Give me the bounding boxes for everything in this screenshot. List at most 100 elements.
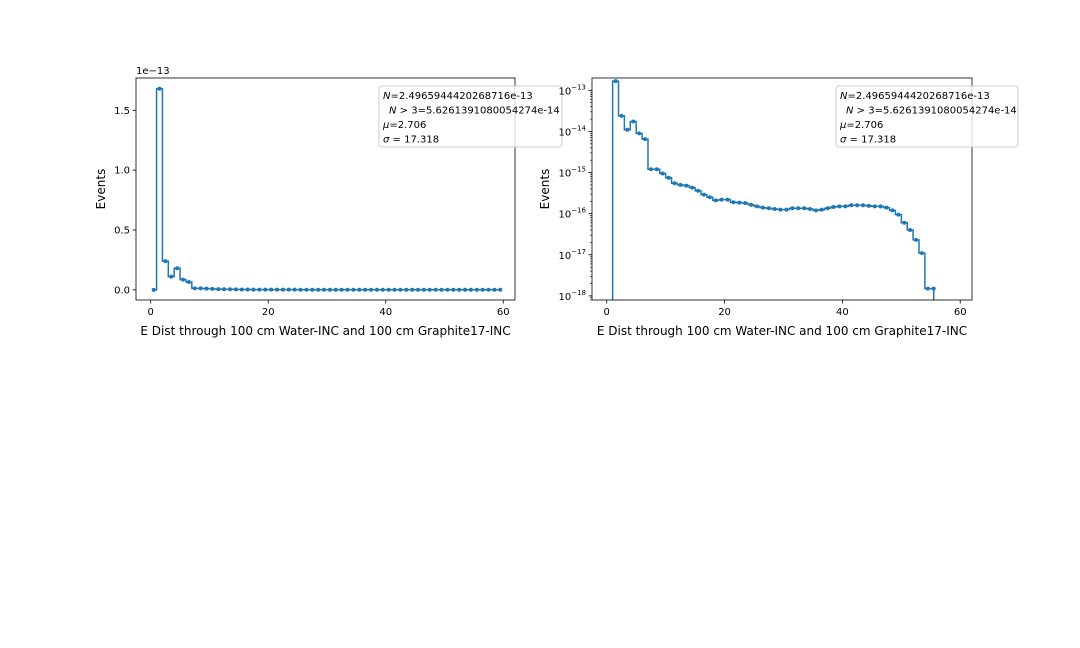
data-point (784, 207, 789, 212)
data-point (163, 259, 168, 264)
data-point (251, 287, 256, 292)
data-point (333, 287, 338, 292)
data-point (327, 287, 332, 292)
legend-box (378, 85, 563, 148)
data-point (696, 188, 701, 193)
data-point (902, 220, 907, 225)
y-tick-label: 1.0 (114, 166, 130, 177)
y-tick-exponent: −16 (571, 207, 586, 215)
data-point (896, 212, 901, 217)
data-point (631, 119, 636, 124)
y-tick-base: 10 (558, 169, 571, 180)
data-point (245, 287, 250, 292)
x-tick-label: 20 (718, 307, 731, 318)
data-point (660, 171, 665, 176)
data-point (825, 206, 830, 211)
data-point (731, 200, 736, 205)
legend-symbol: μ (839, 120, 846, 131)
y-tick-exponent: −18 (571, 289, 586, 297)
y-tick-label: 10−15 (558, 166, 586, 180)
legend-symbol: σ (383, 135, 390, 146)
y-tick-base: 10 (558, 210, 571, 221)
data-point (298, 287, 303, 292)
y-tick-label: 10−14 (558, 124, 586, 138)
legend-symbol: N (846, 106, 854, 117)
x-tick-label: 60 (954, 307, 967, 318)
data-point (613, 79, 618, 84)
linear-histogram-panel: 0 20 40 60 0.0 0.5 1.0 1.5 1e−13 E Dist through 1… (94, 66, 563, 338)
data-point (931, 286, 936, 291)
data-point (398, 287, 403, 292)
data-point (345, 287, 350, 292)
legend-entry: N=2.4965944420268716e-13 (840, 91, 990, 102)
data-point (169, 274, 174, 279)
data-point (304, 287, 309, 292)
y-tick-base: 10 (558, 86, 571, 97)
data-point (181, 277, 186, 282)
legend-entry: μ=2.706 (839, 120, 883, 131)
data-point (210, 286, 215, 291)
data-point (837, 204, 842, 209)
data-point (310, 287, 315, 292)
data-point (228, 287, 233, 292)
legend-value: = 17.318 (389, 135, 439, 146)
data-point (286, 287, 291, 292)
data-point (369, 287, 374, 292)
legend-value: > 3=5.6261391080054274e-14 (853, 106, 1016, 117)
y-tick-base: 10 (558, 251, 571, 262)
data-point (678, 182, 683, 187)
data-point (275, 287, 280, 292)
legend-value: > 3=5.6261391080054274e-14 (396, 106, 559, 117)
data-point (666, 175, 671, 180)
data-point (914, 237, 919, 242)
legend-value: =2.706 (846, 120, 883, 131)
data-point (468, 287, 473, 292)
x-tick-label: 0 (148, 307, 154, 318)
data-point (778, 207, 783, 212)
data-point (433, 287, 438, 292)
data-point (619, 113, 624, 118)
y-axis-label: Events (94, 169, 108, 210)
data-point (643, 137, 648, 142)
legend-symbol: N (389, 106, 397, 117)
legend: N=2.4965944420268716e-13N > 3=5.62613910… (378, 85, 563, 148)
data-point (772, 206, 777, 211)
legend-entry: N > 3=5.6261391080054274e-14 (389, 106, 560, 117)
data-point (192, 286, 197, 291)
data-point (292, 287, 297, 292)
data-point (151, 287, 156, 292)
y-tick-label: 10−18 (558, 289, 586, 303)
y-tick-exponent: −15 (571, 166, 586, 174)
y-tick-label: 0.0 (114, 285, 130, 296)
legend-entry: σ = 17.318 (383, 135, 439, 146)
data-point (498, 287, 503, 292)
data-point (451, 287, 456, 292)
data-point (760, 205, 765, 210)
y-tick-exponent: −13 (571, 83, 586, 91)
legend-symbol: N (383, 91, 391, 102)
data-point (222, 287, 227, 292)
y-tick-base: 10 (558, 292, 571, 303)
legend-entry: μ=2.706 (382, 120, 426, 131)
legend-entry: N > 3=5.6261391080054274e-14 (846, 106, 1017, 117)
data-point (802, 206, 807, 211)
data-series (151, 86, 503, 292)
data-point (813, 208, 818, 213)
x-tick-label: 40 (379, 307, 392, 318)
data-point (263, 287, 268, 292)
x-axis-label: E Dist through 100 cm Water-INC and 100 … (597, 324, 967, 338)
data-point (175, 266, 180, 271)
data-point (363, 287, 368, 292)
legend-entry: σ = 17.318 (840, 135, 896, 146)
data-point (843, 204, 848, 209)
y-tick-label: 10−13 (558, 83, 586, 97)
data-point (480, 287, 485, 292)
data-point (790, 206, 795, 211)
data-point (908, 228, 913, 233)
legend-value: = 17.318 (846, 135, 896, 146)
data-point (386, 287, 391, 292)
data-point (625, 127, 630, 132)
data-point (486, 287, 491, 292)
